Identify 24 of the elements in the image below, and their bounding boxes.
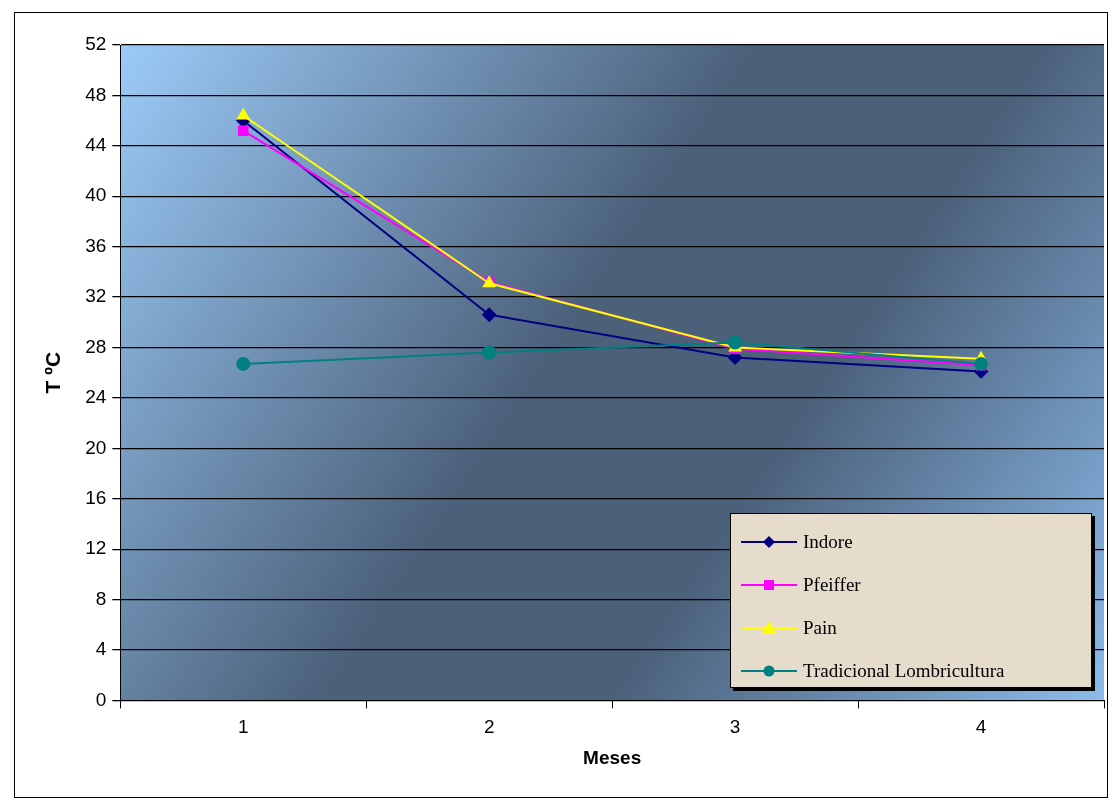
- y-tick-label: 12: [85, 537, 107, 559]
- y-tick-label: 32: [85, 285, 107, 307]
- y-tick-label: 0: [95, 688, 107, 710]
- x-tick-label: 4: [975, 716, 987, 738]
- y-tick-label: 52: [85, 33, 107, 55]
- x-tick-label: 2: [483, 716, 495, 738]
- x-axis-title: Meses: [583, 746, 642, 768]
- y-tick-label: 20: [85, 436, 107, 458]
- y-tick-label: 8: [95, 587, 107, 609]
- x-tick-label: 3: [729, 716, 741, 738]
- y-tick-label: 40: [85, 184, 107, 206]
- legend-label: Indore: [803, 530, 853, 553]
- legend-label: Pfeiffer: [803, 573, 861, 596]
- y-tick-label: 48: [85, 83, 107, 105]
- y-tick-label: 28: [85, 335, 107, 357]
- y-tick-label: 16: [85, 486, 107, 508]
- x-tick-label: 1: [238, 716, 249, 738]
- y-tick-label: 44: [85, 134, 107, 156]
- y-tick-label: 4: [95, 638, 107, 660]
- legend-label: Pain: [803, 616, 837, 639]
- y-axis-title: T ºC: [41, 351, 65, 394]
- y-tick-label: 24: [85, 386, 107, 408]
- legend-label: Tradicional Lombricultura: [803, 659, 1005, 682]
- y-tick-label: 36: [85, 234, 107, 256]
